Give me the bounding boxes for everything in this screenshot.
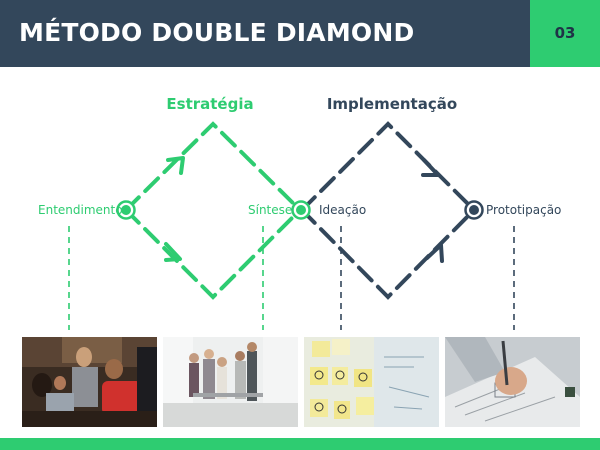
node-label-prototipacao: Prototipação <box>486 203 562 217</box>
sticky-notes-sketches-photo <box>304 337 439 427</box>
slide-title: MÉTODO DOUBLE DIAMOND <box>19 18 415 47</box>
page-number: 03 <box>554 24 576 42</box>
slide-header: MÉTODO DOUBLE DIAMOND <box>0 0 530 67</box>
node-prototipacao <box>464 200 484 220</box>
node-label-ideacao: Ideação <box>319 203 367 217</box>
implementation-diamond <box>300 121 476 300</box>
page-number-badge: 03 <box>530 0 600 67</box>
node-sintese-ideacao <box>291 200 311 220</box>
node-label-sintese: Síntese <box>248 203 293 217</box>
hand-sketching-photo <box>445 337 580 427</box>
double-diamond-diagram <box>68 121 515 330</box>
node-entendimento <box>116 200 136 220</box>
phase-title-implementation: Implementação <box>326 95 458 113</box>
team-laptop-photo <box>22 337 157 427</box>
footer-accent-bar <box>0 438 600 450</box>
strategy-diamond <box>124 121 302 300</box>
node-label-entendimento: Entendimento <box>38 203 123 217</box>
office-meeting-photo <box>163 337 298 427</box>
phase-title-strategy: Estratégia <box>166 95 254 113</box>
